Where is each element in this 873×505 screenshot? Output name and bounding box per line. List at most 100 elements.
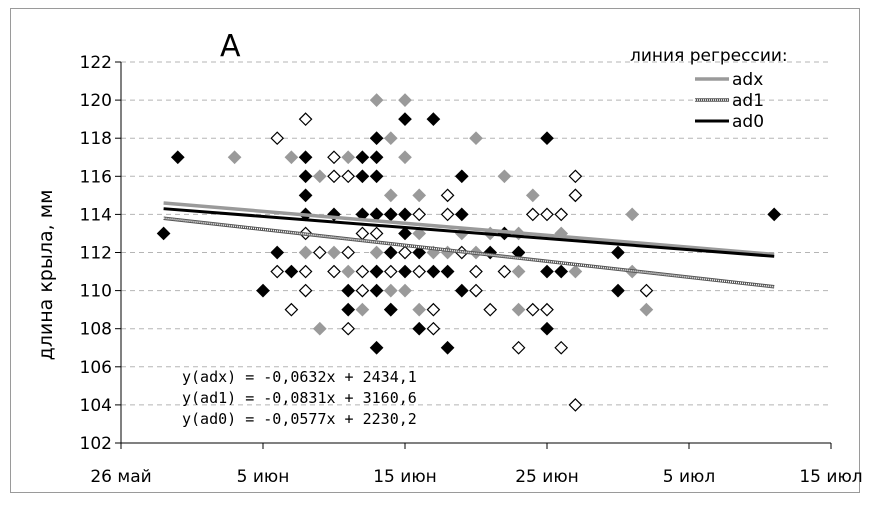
data-point-ad0 bbox=[369, 283, 384, 298]
data-point-ad0 bbox=[369, 340, 384, 355]
data-point-ad1 bbox=[483, 302, 498, 317]
legend-label-ad1: ad1 bbox=[732, 91, 764, 111]
data-point-adx bbox=[227, 150, 242, 165]
data-point-ad0 bbox=[284, 264, 299, 279]
data-point-adx bbox=[568, 264, 583, 279]
regression-line-adx bbox=[163, 201, 775, 257]
data-point-ad0 bbox=[398, 112, 412, 126]
data-point-ad1 bbox=[398, 245, 412, 260]
data-point-ad0 bbox=[412, 321, 427, 336]
series-ad1-points bbox=[270, 112, 654, 412]
data-point-ad0 bbox=[369, 131, 384, 146]
equation-ad0: y(ad0) = -0,0577x + 2230,2 bbox=[182, 410, 417, 428]
axes: 102 104 106 108 110 112 114 116 118 120 122 26 май 5… bbox=[80, 53, 863, 487]
data-point-ad0 bbox=[426, 264, 441, 279]
data-point-adx bbox=[412, 188, 427, 203]
data-point-ad1 bbox=[568, 398, 583, 412]
data-point-ad0 bbox=[398, 207, 412, 222]
data-point-ad1 bbox=[383, 264, 398, 279]
data-point-ad0 bbox=[341, 283, 356, 298]
data-point-ad1 bbox=[540, 207, 554, 222]
x-tick-label: 15 июн bbox=[373, 467, 437, 487]
y-tick-label: 110 bbox=[80, 282, 112, 302]
data-point-ad0 bbox=[369, 207, 384, 222]
equation-ad1: y(ad1) = -0,0831x + 3160,6 bbox=[182, 389, 417, 407]
x-tick-label: 25 июн bbox=[515, 467, 579, 487]
data-point-ad1 bbox=[298, 283, 313, 298]
data-point-ad1 bbox=[327, 150, 341, 165]
data-point-ad1 bbox=[270, 131, 285, 146]
regression-lines bbox=[163, 201, 775, 289]
data-point-ad1 bbox=[497, 264, 512, 279]
data-point-ad1 bbox=[554, 340, 569, 355]
data-point-ad1 bbox=[270, 264, 285, 279]
data-point-ad1 bbox=[412, 207, 427, 222]
data-point-adx bbox=[383, 131, 398, 146]
data-point-ad1 bbox=[426, 302, 441, 317]
data-point-ad1 bbox=[327, 264, 341, 279]
data-point-ad1 bbox=[355, 226, 370, 241]
y-tick-label: 116 bbox=[80, 167, 112, 187]
x-tick-label: 5 июн bbox=[237, 467, 290, 487]
data-point-ad0 bbox=[383, 207, 398, 222]
data-point-ad0 bbox=[454, 169, 469, 184]
x-tick-label: 5 июл bbox=[663, 467, 715, 487]
y-tick-label: 104 bbox=[80, 396, 112, 416]
data-point-ad0 bbox=[156, 226, 171, 241]
data-point-adx bbox=[327, 245, 341, 260]
data-point-ad0 bbox=[398, 226, 412, 241]
series-ad0-points bbox=[156, 112, 782, 355]
y-axis-label: длина крыла, мм bbox=[35, 190, 57, 361]
data-point-ad0 bbox=[540, 321, 554, 336]
y-tick-label: 108 bbox=[80, 320, 112, 340]
data-point-adx bbox=[398, 150, 412, 165]
data-point-adx bbox=[525, 188, 540, 203]
data-point-ad0 bbox=[341, 302, 356, 317]
y-tick-label: 120 bbox=[80, 91, 112, 111]
y-tick-label: 122 bbox=[80, 53, 112, 73]
data-point-adx bbox=[469, 131, 483, 146]
data-point-adx bbox=[369, 245, 384, 260]
data-point-adx bbox=[312, 321, 327, 336]
data-point-ad0 bbox=[256, 283, 270, 298]
data-point-adx bbox=[383, 188, 398, 203]
data-point-adx bbox=[398, 283, 412, 298]
data-point-ad0 bbox=[611, 283, 625, 298]
data-point-ad1 bbox=[355, 264, 370, 279]
data-point-ad0 bbox=[355, 169, 370, 184]
data-point-ad1 bbox=[540, 302, 554, 317]
gridlines bbox=[121, 61, 831, 406]
data-point-ad1 bbox=[525, 302, 540, 317]
panel-label: A bbox=[220, 29, 241, 64]
x-tick-label: 26 май bbox=[90, 467, 151, 487]
equation-adx: y(adx) = -0,0632x + 2434,1 bbox=[182, 368, 417, 386]
data-point-adx bbox=[341, 150, 356, 165]
data-point-ad1 bbox=[511, 340, 526, 355]
data-point-ad0 bbox=[426, 112, 441, 126]
data-point-ad1 bbox=[284, 302, 299, 317]
data-point-ad0 bbox=[383, 245, 398, 260]
y-tick-label: 118 bbox=[80, 129, 112, 149]
data-point-ad1 bbox=[440, 207, 455, 222]
data-point-ad0 bbox=[767, 207, 782, 222]
data-point-adx bbox=[511, 302, 526, 317]
data-point-ad1 bbox=[440, 188, 455, 203]
data-point-adx bbox=[625, 207, 640, 222]
data-point-ad1 bbox=[312, 245, 327, 260]
data-point-ad1 bbox=[298, 112, 313, 126]
data-point-ad1 bbox=[426, 321, 441, 336]
data-point-adx bbox=[412, 302, 427, 317]
legend-title: линия регрессии: bbox=[630, 46, 788, 66]
regression-line-ad0 bbox=[163, 207, 775, 258]
data-points bbox=[156, 93, 782, 412]
data-point-ad0 bbox=[454, 207, 469, 222]
data-point-ad0 bbox=[369, 169, 384, 184]
data-point-ad1 bbox=[525, 207, 540, 222]
y-tick-label: 112 bbox=[80, 244, 112, 264]
data-point-ad0 bbox=[270, 245, 285, 260]
data-point-ad1 bbox=[341, 245, 356, 260]
data-point-ad0 bbox=[454, 283, 469, 298]
data-point-adx bbox=[284, 150, 299, 165]
data-point-ad0 bbox=[298, 188, 313, 203]
